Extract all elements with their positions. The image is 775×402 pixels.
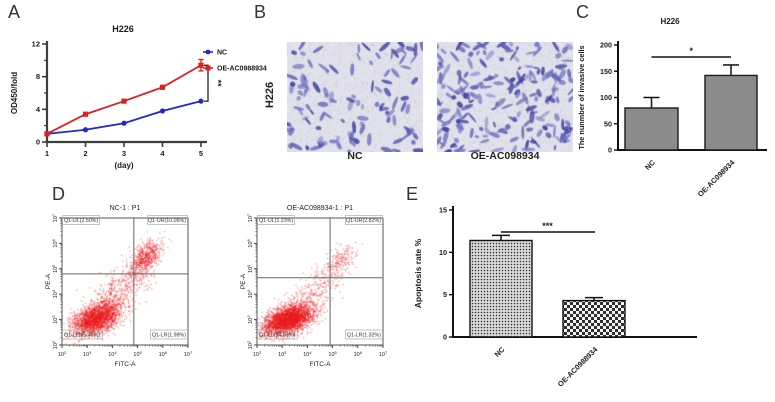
- significance-stars: **: [213, 80, 223, 88]
- svg-text:3: 3: [122, 149, 126, 158]
- svg-text:102: 102: [51, 340, 59, 349]
- svg-text:10: 10: [439, 248, 447, 257]
- flow-title: OE-AC098934-1 : P1: [287, 205, 353, 212]
- flow-cytometry-plot-oe: OE-AC098934-1 : P1 102 102 103 103 104 104 105 1…: [240, 193, 408, 383]
- svg-text:102: 102: [58, 350, 67, 358]
- svg-text:0: 0: [36, 138, 40, 147]
- flow-cytometry-plot-nc: NC-1 : P1 102 102 103 103 104 104 105 105 106 106 1…: [45, 193, 213, 383]
- legend-entry: NC: [217, 50, 227, 57]
- quadrant-label: Q1-LR(1.98%): [152, 333, 186, 339]
- svg-text:150: 150: [600, 67, 612, 76]
- svg-text:100: 100: [600, 93, 612, 102]
- chart-title: H226: [112, 24, 134, 34]
- svg-text:8: 8: [36, 72, 40, 81]
- svg-text:104: 104: [246, 289, 254, 298]
- y-axis-label: OD450/fold: [10, 72, 19, 114]
- svg-text:107: 107: [379, 350, 388, 358]
- panel-a-label: A: [8, 2, 21, 22]
- svg-text:103: 103: [51, 315, 59, 324]
- significance-stars: *: [689, 46, 693, 56]
- svg-text:50: 50: [604, 119, 612, 128]
- transwell-label-oe: OE-AC098934: [470, 150, 540, 162]
- svg-text:104: 104: [108, 350, 117, 358]
- svg-text:0: 0: [443, 333, 447, 342]
- chart-title: H226: [660, 17, 680, 26]
- svg-text:102: 102: [253, 350, 262, 358]
- y-axis-label: The nunmber of invasive cells: [577, 45, 586, 149]
- flow-x-label: FITC-A: [115, 361, 137, 368]
- svg-text:4: 4: [36, 105, 41, 114]
- x-axis-label: (day): [114, 161, 133, 170]
- transwell-label-nc: NC: [347, 150, 363, 162]
- svg-text:5: 5: [443, 290, 447, 299]
- svg-text:107: 107: [51, 213, 59, 222]
- flow-title: NC-1 : P1: [110, 205, 141, 212]
- svg-text:106: 106: [354, 350, 363, 358]
- svg-text:106: 106: [246, 238, 254, 247]
- svg-text:105: 105: [246, 264, 254, 273]
- svg-text:107: 107: [184, 350, 193, 358]
- svg-text:103: 103: [246, 315, 254, 324]
- svg-text:105: 105: [51, 264, 59, 273]
- category-label: NC: [643, 158, 657, 172]
- svg-text:4: 4: [160, 149, 165, 158]
- svg-text:2: 2: [83, 149, 87, 158]
- quadrant-label: Q1-LL(85.46%): [64, 333, 100, 339]
- svg-text:103: 103: [83, 350, 92, 358]
- quadrant-label: Q1-UR(10.06%): [148, 218, 186, 224]
- svg-text:106: 106: [159, 350, 168, 358]
- svg-text:15: 15: [439, 206, 447, 215]
- bar-NC: [469, 239, 533, 338]
- flow-y-label: PE-A: [45, 273, 52, 289]
- transwell-image-oe: [437, 42, 573, 152]
- flow-y-label: PE-A: [240, 273, 247, 289]
- quadrant-label: Q1-UR(2.82%): [346, 218, 381, 224]
- svg-text:105: 105: [133, 350, 142, 358]
- svg-text:107: 107: [246, 213, 254, 222]
- significance-bracket: [204, 64, 209, 102]
- quadrant-label: Q1-LL(94.63%): [259, 333, 295, 339]
- quadrant-label: Q1-LR(1.32%): [347, 333, 381, 339]
- svg-text:105: 105: [328, 350, 337, 358]
- proliferation-line-chart: H226 0 4 8 12 1 2 3 4 5 (day) OD450/fold ** NC OE-AC09…: [5, 2, 270, 182]
- quadrant-label: Q1-UL(2.50%): [64, 218, 98, 224]
- quadrant-label: Q1-UL(1.23%): [259, 218, 293, 224]
- bar-chart-svg: H226 0 50 100 150 200 The nunmber of invasive …: [577, 17, 767, 199]
- panel-c-label: C: [576, 2, 589, 22]
- category-label: NC: [492, 345, 506, 359]
- svg-text:200: 200: [600, 41, 612, 50]
- panel-b-label: B: [254, 2, 267, 22]
- bar-NC: [624, 107, 679, 151]
- svg-text:12: 12: [32, 40, 40, 49]
- svg-text:106: 106: [51, 238, 59, 247]
- series-NC: [46, 100, 202, 135]
- legend-entry: OE-AC0988934: [217, 66, 267, 73]
- bar-OE-AC0988934: [562, 299, 626, 338]
- y-axis-label: Apoptosis rate %: [413, 238, 423, 308]
- invasion-bar-chart: H226 0 50 100 150 200 The nunmber of invasive …: [570, 0, 775, 205]
- bar-chart-svg: 0 5 10 15 Apoptosis rate % NC OE-AC0988934 ***: [413, 206, 697, 389]
- apoptosis-bar-chart: 0 5 10 15 Apoptosis rate % NC OE-AC0988934 ***: [405, 185, 705, 402]
- svg-text:0: 0: [608, 146, 612, 155]
- bar-OE-AC098934: [704, 74, 758, 151]
- svg-text:5: 5: [199, 149, 203, 158]
- transwell-image-nc: [287, 42, 423, 152]
- svg-text:104: 104: [51, 289, 59, 298]
- flow-x-label: FITC-A: [310, 361, 332, 368]
- panel-e-label: E: [406, 184, 419, 204]
- significance-stars: ***: [542, 221, 553, 231]
- svg-text:103: 103: [278, 350, 287, 358]
- category-label: OE-AC0988934: [556, 344, 600, 388]
- svg-text:104: 104: [303, 350, 312, 358]
- cell-line-side-label: H226: [264, 81, 276, 109]
- svg-text:1: 1: [45, 149, 49, 158]
- svg-text:102: 102: [246, 340, 254, 349]
